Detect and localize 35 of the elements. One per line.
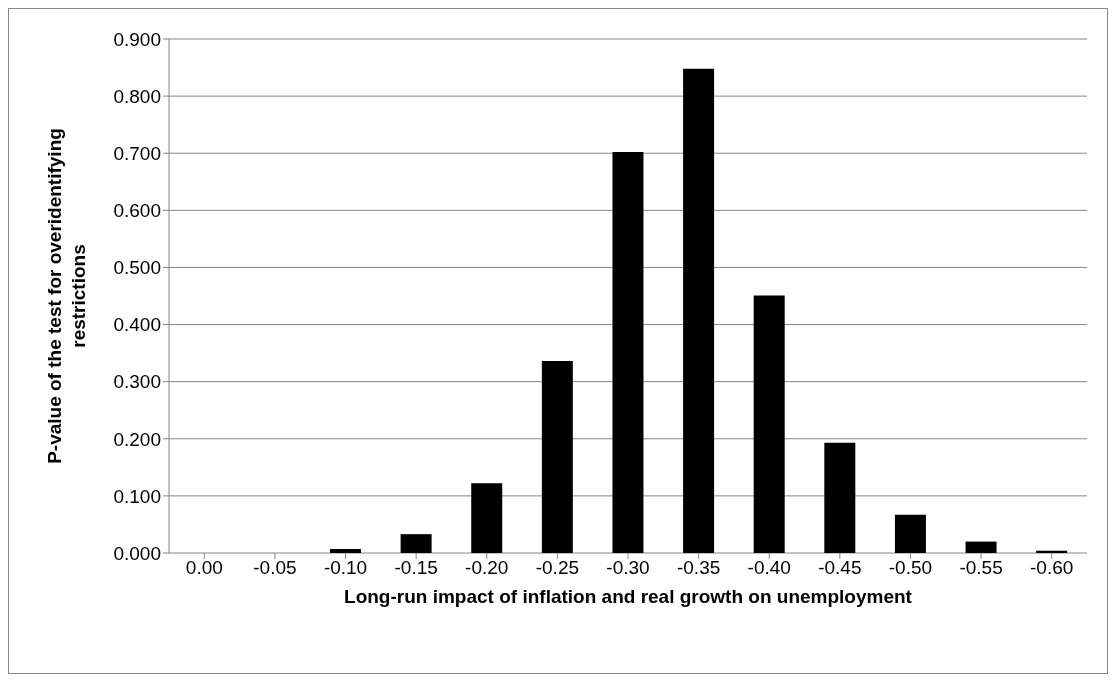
- y-tick-label: 0.000: [113, 542, 161, 564]
- bar: [753, 295, 785, 553]
- x-tick-label: -0.15: [394, 557, 438, 579]
- y-tick-label: 0.500: [113, 257, 161, 279]
- y-tick-label: 0.800: [113, 85, 161, 107]
- bar: [612, 152, 644, 553]
- x-axis-title: Long-run impact of inflation and real growth on unemployment: [344, 586, 913, 607]
- bar: [894, 514, 926, 553]
- x-tick-label: -0.25: [535, 557, 580, 579]
- x-tick-label: -0.35: [676, 557, 721, 579]
- y-axis-title: P-value of the test for overidentifying restrictions: [44, 128, 89, 464]
- bar: [683, 68, 715, 553]
- bar: [330, 549, 361, 553]
- bar: [541, 361, 573, 553]
- y-tick-label: 0.100: [113, 485, 161, 507]
- x-tick-label: -0.45: [818, 557, 862, 579]
- x-tick-label: -0.05: [253, 557, 297, 579]
- x-tick-label: -0.20: [465, 557, 509, 579]
- x-tick-label: 0.00: [185, 557, 223, 579]
- y-tick-label: 0.700: [113, 142, 161, 164]
- bar: [471, 483, 503, 553]
- y-tick-label: 0.900: [113, 28, 161, 50]
- bar: [400, 534, 432, 553]
- y-tick-label: 0.400: [113, 314, 161, 336]
- x-tick-label: -0.55: [959, 557, 1003, 579]
- x-tick-label: -0.50: [888, 557, 933, 579]
- bar: [965, 541, 997, 553]
- y-tick-label: 0.300: [113, 371, 161, 393]
- x-tick-label: -0.40: [747, 557, 791, 579]
- x-tick-label: -0.60: [1030, 557, 1074, 579]
- y-tick-label: 0.200: [113, 428, 161, 450]
- bar: [824, 442, 856, 553]
- y-tick-label: 0.600: [113, 200, 161, 222]
- x-tick-label: -0.30: [606, 557, 650, 579]
- x-tick-label: -0.10: [323, 557, 368, 579]
